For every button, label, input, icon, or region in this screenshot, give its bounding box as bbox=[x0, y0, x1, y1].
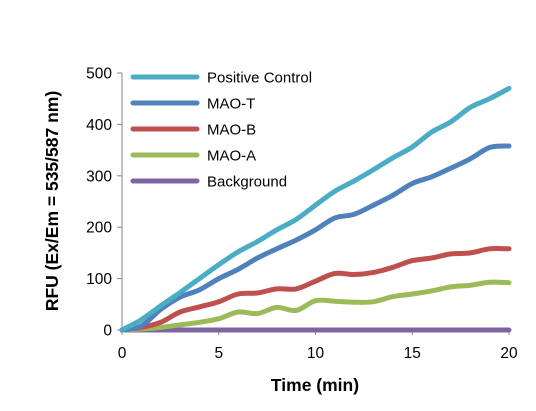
x-tick-label: 20 bbox=[500, 345, 518, 362]
legend-label-mao-a: MAO-A bbox=[207, 148, 256, 165]
y-tick-label: 500 bbox=[86, 66, 112, 83]
x-tick-label: 15 bbox=[404, 345, 421, 362]
y-tick-label: 0 bbox=[103, 323, 112, 340]
legend: Positive Control MAO-T MAO-B MAO-A Backgroun… bbox=[130, 70, 312, 191]
legend-label-background: Background bbox=[207, 174, 287, 191]
y-tick-label: 400 bbox=[86, 117, 112, 134]
y-axis-title: RFU (Ex/Em = 535/587 nm) bbox=[42, 91, 62, 311]
x-tick-label: 5 bbox=[214, 345, 223, 362]
series-layer bbox=[119, 85, 512, 333]
legend-label-mao-t: MAO-T bbox=[207, 96, 255, 113]
y-tick-label: 100 bbox=[86, 271, 112, 288]
x-tick-label: 0 bbox=[118, 345, 127, 362]
series-line-positive-control bbox=[119, 85, 512, 333]
legend-label-positive-control: Positive Control bbox=[207, 70, 312, 87]
legend-label-mao-b: MAO-B bbox=[207, 122, 256, 139]
series-line-mao-a bbox=[119, 279, 512, 333]
series-line-mao-b bbox=[119, 245, 512, 333]
x-axis-title: Time (min) bbox=[271, 375, 359, 395]
y-tick-label: 200 bbox=[86, 220, 112, 237]
series-line-mao-t bbox=[119, 143, 512, 333]
x-tick-label: 10 bbox=[307, 345, 325, 362]
y-tick-label: 300 bbox=[86, 168, 112, 185]
